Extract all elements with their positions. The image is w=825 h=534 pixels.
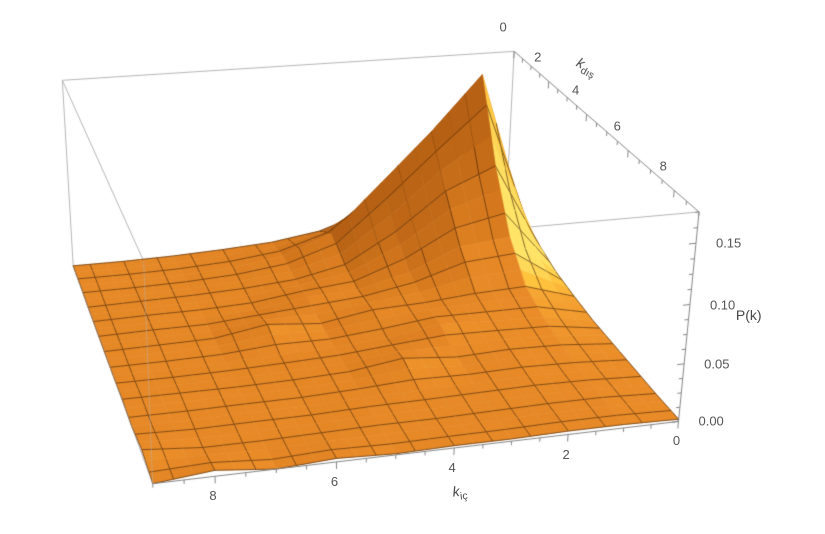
surface-plot-figure: kdış kiç P(k) 0 2 4 6 8 0 2 4 6 8 0.00 0.05 0.10 0.15: [0, 0, 825, 534]
surface-plot-canvas: [0, 0, 825, 534]
